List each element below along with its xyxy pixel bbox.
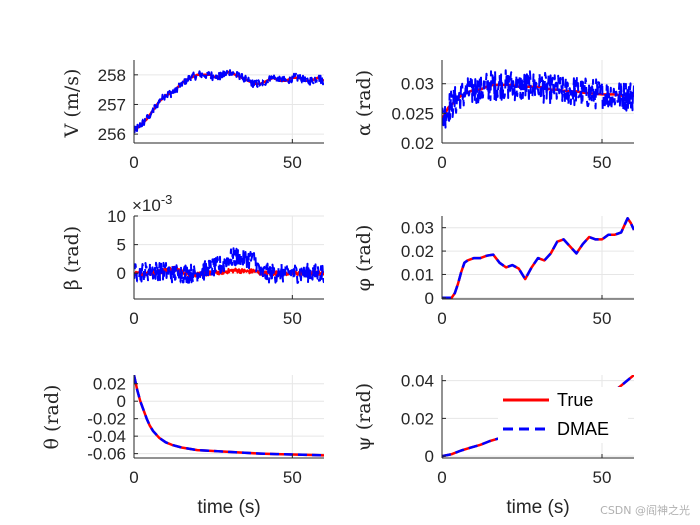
subplot-beta: β (rad) ×10-3 0 50 0 5 10 [61,192,324,328]
x-tick-label: 50 [593,468,612,487]
y-tick-label: 0 [425,289,434,308]
axes-background [134,216,324,299]
legend-box [498,387,628,443]
series-line-dmae [442,69,634,129]
y-tick-label: 0 [117,264,126,283]
y-tick-label: -0.06 [87,445,126,464]
multiplier-beta: ×10-3 [132,192,172,215]
y-tick-label: 0.02 [401,409,434,428]
y-tick-label: 0.02 [93,375,126,394]
xlabel-psi: time (s) [506,497,569,518]
y-tick-label: 257 [98,95,126,114]
x-tick-label: 0 [129,309,138,328]
series-line-dmae [442,217,634,299]
x-tick-label: 0 [129,153,138,172]
x-tick-label: 0 [437,468,446,487]
y-tick-label: 0.02 [401,242,434,261]
x-tick-label: 50 [283,153,302,172]
y-tick-label: 5 [117,236,126,255]
x-tick-label: 50 [593,309,612,328]
legend-label-dmae: DMAE [557,419,609,439]
y-tick-label: 256 [98,125,126,144]
ylabel-phi: φ (rad) [353,225,375,292]
y-tick-label: 0.04 [401,372,434,391]
ylabel-theta: θ (rad) [41,385,63,450]
y-tick-label: 0.01 [401,265,434,284]
subplot-V: V (m/s) 0 50 256 257 258 [61,60,324,172]
axes-background [134,375,324,458]
subplot-phi: φ (rad) 0 50 0 0.01 0.02 0.03 [353,216,634,328]
xlabel-theta: time (s) [197,497,260,518]
y-tick-label: -0.02 [87,410,126,429]
legend-label-true: True [557,390,593,410]
x-tick-label: 0 [129,468,138,487]
x-tick-label: 50 [283,309,302,328]
y-tick-label: 0.02 [401,134,434,153]
ylabel-alpha: α (rad) [353,70,375,136]
y-tick-label: 0.03 [401,75,434,94]
series-line-dmae [134,69,324,134]
series-line-dmae [134,375,324,457]
watermark: CSDN @阎神之光 [600,503,690,517]
series-line-dmae [134,247,324,284]
y-tick-label: 0.03 [401,219,434,238]
ylabel-beta: β (rad) [61,226,83,290]
x-tick-label: 50 [283,468,302,487]
y-tick-label: 0 [425,447,434,466]
legend: True DMAE [498,387,628,443]
y-tick-label: -0.04 [87,427,126,446]
subplot-alpha: α (rad) 0 50 0.02 0.025 0.03 [353,60,634,172]
ylabel-psi: ψ (rad) [353,383,375,451]
y-tick-label: 0 [117,392,126,411]
x-tick-label: 50 [593,153,612,172]
y-tick-label: 10 [107,207,126,226]
y-tick-label: 258 [98,66,126,85]
x-tick-label: 0 [437,309,446,328]
ylabel-V: V (m/s) [61,69,83,139]
y-tick-label: 0.025 [391,104,434,123]
x-tick-label: 0 [437,153,446,172]
